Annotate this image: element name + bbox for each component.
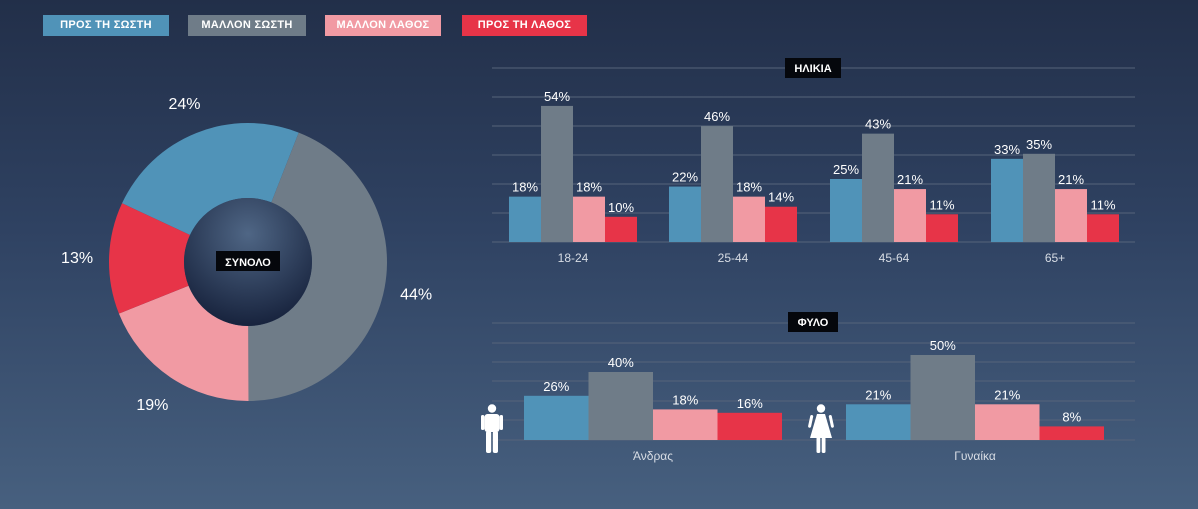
bar-value-label: 18%	[512, 180, 538, 195]
bar-25-44-series-2	[701, 126, 733, 242]
bar-value-label: 21%	[1058, 172, 1084, 187]
bar-45-64-series-3	[894, 189, 926, 242]
bar-value-label: 11%	[1090, 197, 1115, 212]
donut-value-label: 13%	[61, 250, 93, 267]
donut-title: ΣΥΝΟΛΟ	[225, 257, 271, 269]
chart-title-box	[785, 58, 841, 78]
bar-value-label: 26%	[543, 379, 569, 394]
bar-25-44-series-1	[669, 186, 701, 242]
legend-item-pros-ti-sosti: ΠΡΟΣ ΤΗ ΣΩΣΤΗ	[43, 15, 169, 36]
donut-value-label: 19%	[136, 397, 168, 414]
bar-άνδρας-series-1	[524, 395, 589, 440]
donut-value-label: 24%	[168, 96, 200, 113]
category-label: Άνδρας	[633, 449, 673, 463]
legend-label: ΜΑΛΛΟΝ ΣΩΣΤΗ	[201, 19, 293, 31]
bar-value-label: 35%	[1026, 137, 1052, 152]
bar-value-label: 43%	[865, 117, 891, 132]
bar-value-label: 18%	[672, 392, 698, 407]
bar-45-64-series-1	[830, 179, 862, 242]
category-label: 18-24	[558, 251, 589, 265]
legend-label: ΠΡΟΣ ΤΗ ΛΑΘΟΣ	[477, 19, 572, 31]
bar-άνδρας-series-4	[717, 412, 782, 440]
bar-45-64-series-2	[862, 133, 894, 242]
bar-65--series-4	[1087, 214, 1119, 242]
bar-γυναίκα-series-1	[846, 404, 911, 440]
age-bar-chart: ΗΛΙΚΙΑ 18% 54% 18% 10% 18-24 22% 46% 18% 14% 25-44…	[492, 58, 1135, 265]
bar-value-label: 54%	[544, 89, 570, 104]
legend-label: ΜΑΛΛΟΝ ΛΑΘΟΣ	[336, 19, 430, 31]
bar-45-64-series-4	[926, 214, 958, 242]
donut-slice-4	[109, 203, 190, 314]
donut-slice-1	[122, 123, 299, 235]
legend-label: ΠΡΟΣ ΤΗ ΣΩΣΤΗ	[60, 19, 152, 31]
donut-slice-3	[118, 285, 249, 401]
bar-18-24-series-3	[573, 196, 605, 242]
category-label: 25-44	[718, 251, 749, 265]
bar-γυναίκα-series-2	[910, 355, 975, 440]
donut-value-label: 44%	[400, 286, 432, 303]
bar-γυναίκα-series-4	[1039, 426, 1104, 440]
legend-item-mallon-lathos: ΜΑΛΛΟΝ ΛΑΘΟΣ	[325, 15, 441, 36]
bar-65--series-3	[1055, 189, 1087, 242]
bar-18-24-series-4	[605, 216, 637, 242]
bar-value-label: 21%	[897, 172, 923, 187]
bar-value-label: 8%	[1062, 409, 1081, 424]
category-label: 65+	[1045, 251, 1065, 265]
bar-25-44-series-3	[733, 196, 765, 242]
category-label: 45-64	[879, 251, 910, 265]
bar-value-label: 40%	[608, 355, 634, 370]
donut-title-box	[216, 251, 280, 271]
bar-18-24-series-1	[509, 196, 541, 242]
bar-value-label: 33%	[994, 142, 1020, 157]
bar-value-label: 16%	[737, 396, 763, 411]
bar-value-label: 21%	[865, 387, 891, 402]
category-label: Γυναίκα	[954, 449, 996, 463]
male-figure-icon	[481, 404, 503, 453]
bar-άνδρας-series-3	[653, 409, 718, 440]
bar-65--series-2	[1023, 153, 1055, 242]
gender-bar-chart: ΦΥΛΟ 26% 40% 18% 16% Άνδρας 21% 50% 21% 8% Γυναίκα	[492, 312, 1135, 463]
bar-άνδρας-series-2	[588, 372, 653, 440]
bar-value-label: 18%	[736, 180, 762, 195]
bar-65--series-1	[991, 158, 1023, 242]
bar-value-label: 22%	[672, 170, 698, 185]
bar-25-44-series-4	[765, 206, 797, 242]
bar-value-label: 10%	[608, 200, 634, 215]
bar-γυναίκα-series-3	[975, 404, 1040, 440]
bar-value-label: 14%	[768, 190, 794, 205]
bar-value-label: 50%	[930, 338, 956, 353]
legend-item-mallon-sosti: ΜΑΛΛΟΝ ΣΩΣΤΗ	[188, 15, 306, 36]
chart-title-box	[788, 312, 838, 332]
chart-title: ΗΛΙΚΙΑ	[794, 63, 831, 75]
donut-chart: 24% 44% 19% 13% ΣΥΝΟΛΟ	[61, 96, 432, 414]
chart-title: ΦΥΛΟ	[798, 317, 829, 329]
bar-value-label: 46%	[704, 109, 730, 124]
bar-value-label: 11%	[929, 197, 954, 212]
legend-item-pros-ti-lathos: ΠΡΟΣ ΤΗ ΛΑΘΟΣ	[462, 15, 587, 36]
female-figure-icon	[808, 404, 834, 453]
bar-18-24-series-2	[541, 105, 573, 242]
bar-value-label: 18%	[576, 180, 602, 195]
donut-slice-2	[248, 132, 388, 401]
bar-value-label: 21%	[994, 387, 1020, 402]
bar-value-label: 25%	[833, 162, 859, 177]
